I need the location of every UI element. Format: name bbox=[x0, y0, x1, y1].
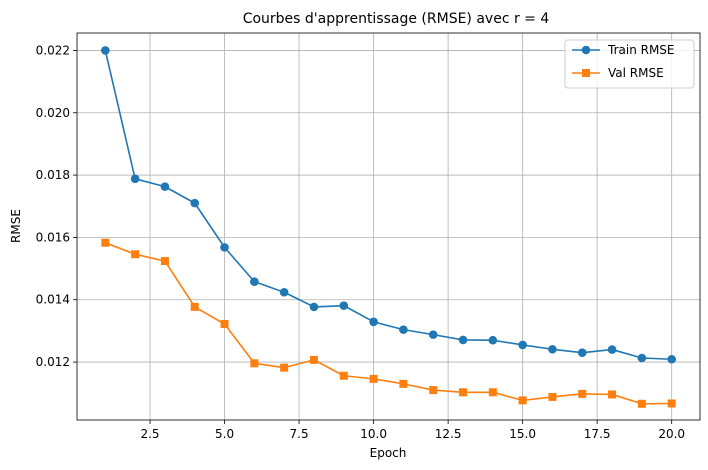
data-point-train-rmse bbox=[458, 335, 468, 345]
data-point-val-rmse bbox=[667, 399, 676, 408]
data-point-val-rmse bbox=[220, 320, 229, 329]
data-point-val-rmse bbox=[250, 359, 259, 368]
data-point-train-rmse bbox=[160, 182, 170, 191]
x-tick-label: 10.0 bbox=[360, 427, 387, 441]
data-point-val-rmse bbox=[637, 399, 646, 408]
data-point-train-rmse bbox=[577, 348, 587, 357]
data-point-val-rmse bbox=[160, 257, 169, 266]
y-tick-label: 0.014 bbox=[36, 293, 70, 307]
data-point-val-rmse bbox=[131, 250, 140, 259]
data-point-val-rmse bbox=[608, 390, 617, 399]
x-axis: 2.5 5.0 7.5 10.0 12.5 15.0 17.5 20.0 bbox=[140, 420, 685, 441]
data-point-train-rmse bbox=[220, 243, 229, 252]
data-point-val-rmse bbox=[518, 396, 527, 405]
data-point-train-rmse bbox=[667, 354, 676, 364]
data-point-val-rmse bbox=[429, 386, 438, 395]
series-layer bbox=[101, 46, 676, 408]
x-tick-label: 7.5 bbox=[290, 427, 309, 441]
data-point-val-rmse bbox=[488, 388, 497, 397]
data-point-train-rmse bbox=[101, 46, 110, 55]
data-point-train-rmse bbox=[488, 335, 498, 345]
y-tick-label: 0.016 bbox=[36, 230, 70, 244]
data-point-val-rmse bbox=[369, 374, 378, 383]
legend-marker-train bbox=[581, 45, 591, 55]
legend-label-val: Val RMSE bbox=[608, 66, 664, 80]
data-point-train-rmse bbox=[637, 353, 647, 363]
y-tick-label: 0.022 bbox=[36, 43, 70, 57]
data-point-train-rmse bbox=[548, 344, 557, 354]
chart-title: Courbes d'apprentissage (RMSE) avec r = … bbox=[243, 11, 550, 27]
data-point-train-rmse bbox=[369, 317, 378, 327]
legend-label-train: Train RMSE bbox=[607, 43, 675, 57]
data-point-train-rmse bbox=[130, 174, 140, 184]
y-axis: 0.012 0.014 0.016 0.018 0.020 0.022 bbox=[36, 43, 77, 369]
data-point-val-rmse bbox=[280, 363, 289, 372]
series-val-rmse bbox=[101, 238, 676, 408]
data-point-val-rmse bbox=[339, 371, 348, 380]
legend-marker-val bbox=[582, 69, 590, 77]
data-point-train-rmse bbox=[250, 277, 259, 286]
x-tick-label: 20.0 bbox=[658, 427, 685, 441]
data-point-train-rmse bbox=[399, 325, 408, 334]
x-axis-label: Epoch bbox=[370, 446, 407, 460]
data-point-val-rmse bbox=[309, 355, 318, 364]
legend: Train RMSE Val RMSE bbox=[564, 39, 695, 89]
data-point-train-rmse bbox=[518, 340, 527, 350]
y-axis-label: RMSE bbox=[9, 209, 23, 243]
data-point-train-rmse bbox=[607, 345, 617, 354]
data-point-val-rmse bbox=[548, 392, 557, 401]
data-point-train-rmse bbox=[428, 330, 438, 339]
data-point-train-rmse bbox=[279, 287, 289, 297]
grid bbox=[77, 33, 700, 420]
data-point-val-rmse bbox=[190, 302, 199, 311]
y-tick-label: 0.020 bbox=[36, 106, 70, 120]
data-point-val-rmse bbox=[578, 389, 587, 398]
series-line-val-rmse bbox=[105, 241, 672, 405]
series-line-train-rmse bbox=[104, 50, 672, 361]
data-point-val-rmse bbox=[101, 238, 110, 247]
data-point-train-rmse bbox=[190, 198, 200, 208]
x-tick-label: 15.0 bbox=[509, 427, 536, 441]
legend-box bbox=[564, 39, 695, 89]
x-tick-label: 12.5 bbox=[435, 427, 462, 441]
y-tick-label: 0.012 bbox=[36, 355, 70, 369]
data-point-val-rmse bbox=[459, 388, 468, 397]
plot-frame bbox=[76, 32, 701, 421]
x-tick-label: 5.0 bbox=[215, 427, 234, 441]
data-point-val-rmse bbox=[399, 379, 408, 388]
data-point-train-rmse bbox=[309, 302, 319, 312]
y-tick-label: 0.018 bbox=[36, 168, 70, 182]
series-train-rmse bbox=[101, 46, 676, 364]
x-tick-label: 17.5 bbox=[584, 427, 611, 441]
data-point-train-rmse bbox=[339, 301, 349, 310]
x-tick-label: 2.5 bbox=[140, 427, 159, 441]
